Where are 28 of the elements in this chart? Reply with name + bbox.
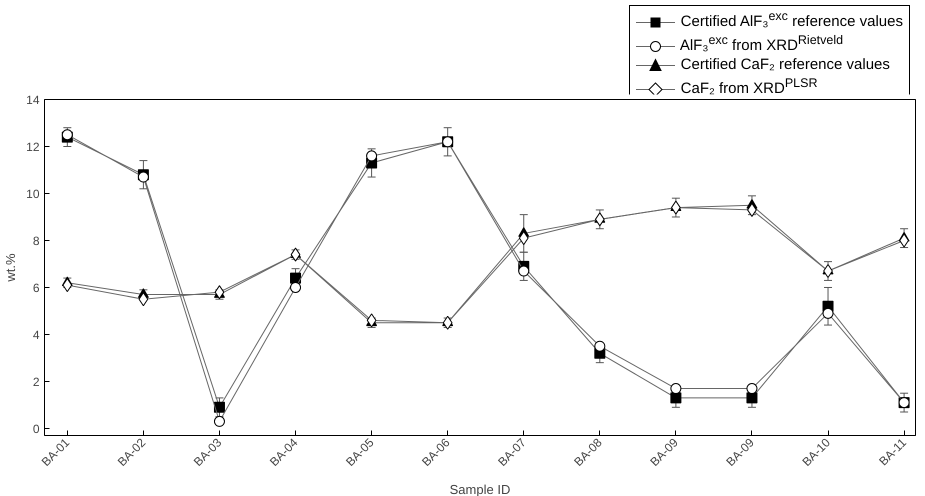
y-tick-label: 6 — [32, 280, 40, 295]
point — [670, 392, 682, 404]
y-tick-label: 12 — [26, 140, 40, 154]
point — [62, 129, 73, 140]
legend-label: Certified AlF₃$^{exc}$ reference values — [680, 8, 903, 31]
point — [138, 172, 149, 183]
point — [746, 392, 758, 404]
y-axis-title: wt.% — [3, 252, 18, 283]
y-tick-label: 2 — [32, 374, 40, 389]
legend-label: Certified CaF₂ reference values — [680, 55, 891, 74]
point — [822, 308, 834, 319]
point — [214, 416, 225, 427]
point — [214, 402, 225, 413]
point — [366, 150, 378, 162]
y-tick-label: 4 — [32, 328, 40, 342]
point — [518, 231, 529, 246]
y-tick-label: 10 — [26, 186, 40, 201]
point — [670, 383, 682, 394]
point — [518, 266, 530, 277]
point — [594, 212, 605, 226]
legend-label: AlF₃$^{exc}$ from XRD$^{Rietveld}$ — [678, 32, 844, 55]
y-tick-label: 8 — [32, 234, 40, 248]
point — [746, 383, 758, 394]
point — [594, 340, 606, 352]
y-tick-label: 14 — [26, 93, 40, 107]
y-tick-label: 0 — [32, 422, 40, 436]
legend-label: CaF₂ from XRD$^{PLSR}$ — [680, 75, 818, 98]
point — [290, 282, 302, 293]
